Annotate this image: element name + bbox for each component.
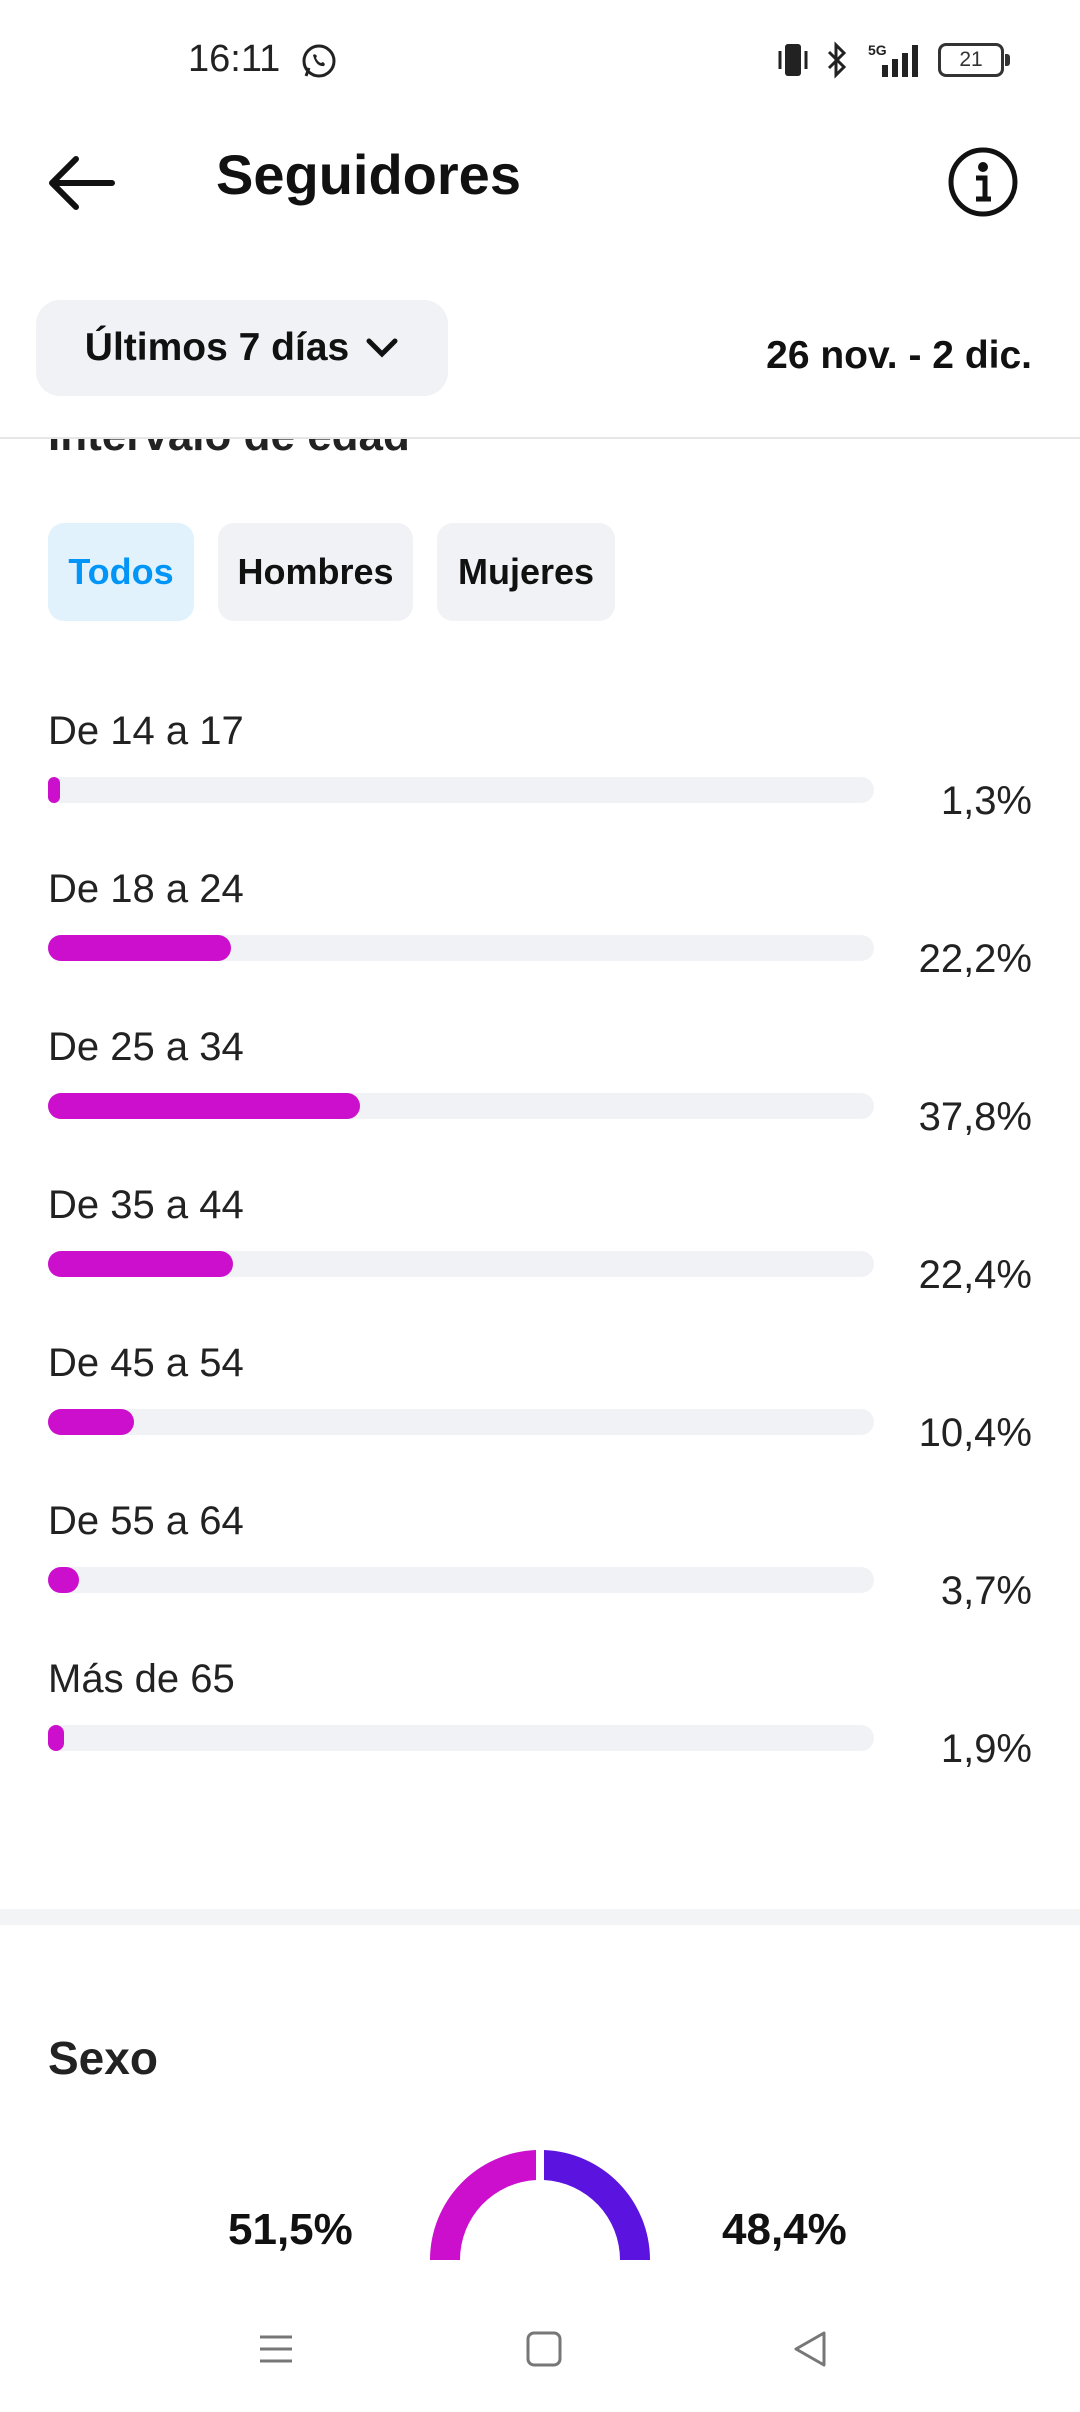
age-bar-fill <box>48 1409 134 1435</box>
age-range-row: De 18 a 24 22,2% <box>48 867 1032 1007</box>
age-range-row: De 25 a 34 37,8% <box>48 1025 1032 1165</box>
sex-section-heading: Sexo <box>48 2032 158 2084</box>
donut-segment-men <box>429 2150 536 2260</box>
info-icon <box>948 147 1018 217</box>
info-button[interactable] <box>946 145 1020 219</box>
age-bar-track <box>48 777 874 803</box>
age-bar-track <box>48 935 874 961</box>
men-percent: 51,5% <box>228 2205 353 2254</box>
age-range-label: De 55 a 64 <box>48 1499 244 1543</box>
age-range-label: Más de 65 <box>48 1657 235 1701</box>
battery-icon: 21 <box>938 43 1010 77</box>
donut-segment-women <box>544 2150 650 2260</box>
period-dropdown-button[interactable]: Últimos 7 días <box>36 300 448 396</box>
arrow-left-icon <box>49 156 115 210</box>
age-bar-track <box>48 1251 874 1277</box>
age-range-row: De 55 a 64 3,7% <box>48 1499 1032 1639</box>
age-range-label: De 18 a 24 <box>48 867 244 911</box>
triangle-left-icon <box>794 2331 826 2367</box>
age-bar-fill <box>48 777 60 803</box>
age-bar-track <box>48 1725 874 1751</box>
age-range-row: De 14 a 17 1,3% <box>48 709 1032 849</box>
age-range-percent: 10,4% <box>918 1411 1032 1455</box>
system-nav-bar <box>0 2279 1080 2412</box>
status-icons: 5G 21 <box>776 40 1010 80</box>
page-title: Seguidores <box>216 143 521 206</box>
vibrate-icon <box>778 44 808 76</box>
whatsapp-icon <box>302 44 336 78</box>
header-divider <box>0 437 1080 439</box>
gender-donut-chart <box>429 2150 650 2260</box>
tab-todos[interactable]: Todos <box>48 523 194 621</box>
home-button[interactable] <box>514 2319 574 2379</box>
age-range-percent: 1,3% <box>940 779 1032 823</box>
section-separator <box>0 1909 1080 1925</box>
age-bar-track <box>48 1409 874 1435</box>
age-range-row: De 35 a 44 22,4% <box>48 1183 1032 1323</box>
age-range-row: Más de 65 1,9% <box>48 1657 1032 1797</box>
age-range-label: De 25 a 34 <box>48 1025 244 1069</box>
age-bar-track <box>48 1567 874 1593</box>
age-bar-fill <box>48 1567 79 1593</box>
age-section-heading: Intervalo de edad <box>48 439 410 461</box>
status-time: 16:11 <box>188 38 281 80</box>
age-range-percent: 22,2% <box>918 937 1032 981</box>
svg-text:5G: 5G <box>868 42 887 58</box>
age-bar-track <box>48 1093 874 1119</box>
signal-5g-icon: 5G <box>868 42 918 77</box>
age-bar-fill <box>48 1251 234 1277</box>
women-percent: 48,4% <box>722 2205 847 2254</box>
period-label: Últimos 7 días <box>84 326 350 369</box>
age-bar-fill <box>48 1093 361 1119</box>
age-range-label: De 35 a 44 <box>48 1183 244 1227</box>
age-range-percent: 3,7% <box>940 1569 1032 1613</box>
age-bar-fill <box>48 1725 64 1751</box>
cutoff-mask <box>0 2265 1080 2279</box>
tab-hombres[interactable]: Hombres <box>218 523 413 621</box>
age-bar-fill <box>48 935 232 961</box>
chevron-down-icon <box>366 338 398 358</box>
age-range-percent: 22,4% <box>918 1253 1032 1297</box>
menu-icon <box>260 2335 292 2363</box>
content-scroll-area[interactable]: Intervalo de edad Todos Hombres Mujeres … <box>0 439 1080 2279</box>
age-range-row: De 45 a 54 10,4% <box>48 1341 1032 1481</box>
age-range-label: De 14 a 17 <box>48 709 244 753</box>
tab-mujeres[interactable]: Mujeres <box>437 523 615 621</box>
gender-donut <box>420 2140 660 2279</box>
bluetooth-icon <box>827 41 847 79</box>
battery-level: 21 <box>959 48 983 71</box>
age-range-percent: 1,9% <box>940 1727 1032 1771</box>
date-range: 26 nov. - 2 dic. <box>766 334 1032 377</box>
back-nav-button[interactable] <box>780 2319 840 2379</box>
recent-apps-button[interactable] <box>246 2319 306 2379</box>
age-range-percent: 37,8% <box>918 1095 1032 1139</box>
square-icon <box>526 2331 562 2367</box>
age-range-label: De 45 a 54 <box>48 1341 244 1385</box>
back-button[interactable] <box>40 148 120 218</box>
